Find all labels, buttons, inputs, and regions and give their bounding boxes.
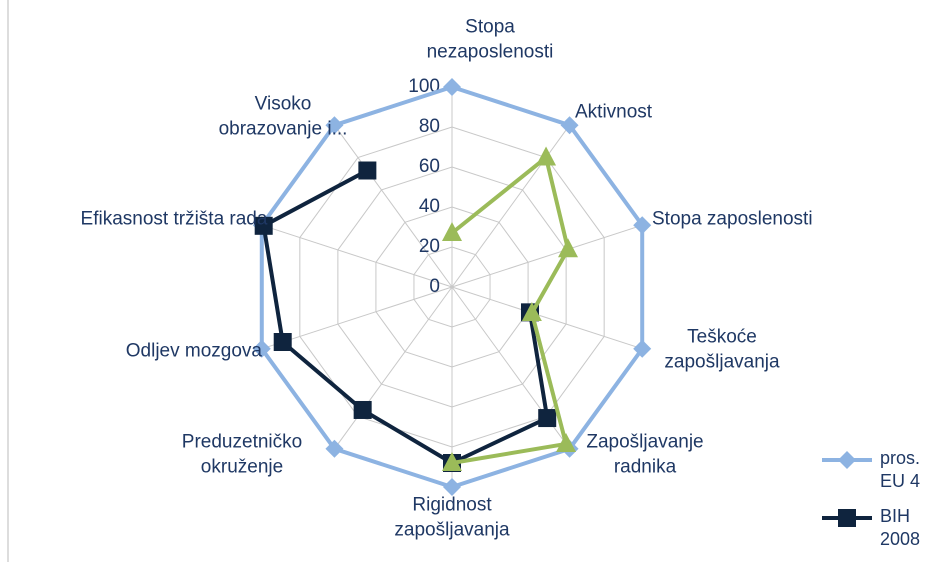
spoke [451, 124, 570, 288]
legend-label: BIH 2008 [880, 506, 921, 550]
spoke [261, 224, 453, 288]
axis-label: Teškoće zapošljavanja [664, 326, 780, 372]
spoke [451, 286, 643, 350]
series-marker [325, 116, 344, 135]
axis-label: Rigidnost zapošljavanja [394, 494, 510, 540]
tick-label: 60 [419, 156, 440, 177]
axis-label: Zapošljavanje radnika [586, 431, 704, 477]
series-marker [442, 222, 462, 241]
series-marker [273, 333, 292, 352]
series-marker [353, 400, 372, 419]
tick-label: 80 [419, 116, 440, 137]
series-marker [633, 216, 652, 235]
legend-marker [838, 451, 856, 469]
series-marker [521, 301, 542, 321]
series-marker [442, 452, 462, 471]
series-marker [443, 78, 461, 96]
axis-label: Efikasnost tržišta rada [80, 208, 268, 230]
series-marker [558, 238, 579, 258]
spoke [261, 286, 453, 350]
axis-label: Stopa nezaposlenosti [426, 16, 554, 62]
legend-marker [838, 509, 856, 527]
axis-label: Preduzetničko okruženje [181, 431, 303, 477]
tick-label: 40 [419, 196, 440, 217]
series-marker [254, 216, 273, 235]
series-marker [536, 146, 557, 166]
tick-label: 0 [429, 276, 440, 297]
spoke [451, 224, 643, 288]
axis-label: Odljev mozgova [125, 340, 262, 362]
axis-label: Aktivnost [575, 101, 653, 123]
series-marker [633, 339, 652, 358]
spoke [334, 286, 453, 450]
series-marker [358, 161, 377, 180]
series-marker [252, 339, 271, 358]
spoke [334, 124, 453, 288]
tick-label: 20 [419, 236, 440, 257]
series-line [450, 155, 571, 465]
series-marker [325, 439, 344, 458]
axis-label: Visoko obrazovanje i... [218, 93, 348, 139]
series-marker [560, 116, 579, 135]
legend-label: pros. EU 4 [880, 448, 921, 492]
series-marker [538, 409, 557, 428]
series-marker [443, 478, 461, 496]
axis-label: Stopa zaposlenosti [652, 208, 813, 230]
series-marker [556, 432, 577, 452]
